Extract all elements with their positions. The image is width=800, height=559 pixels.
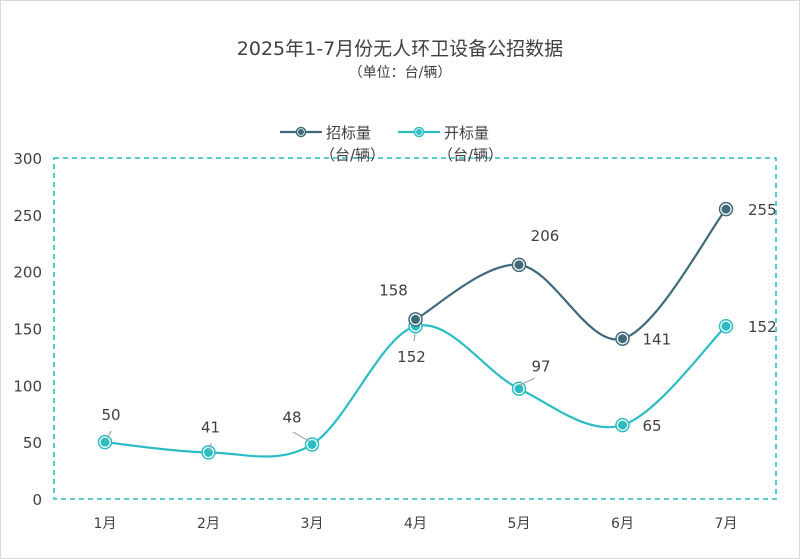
series-line-halo — [414, 207, 728, 342]
data-label-leader — [519, 377, 536, 386]
data-label: 50 — [101, 406, 120, 424]
data-point — [514, 384, 524, 394]
data-label: 48 — [282, 408, 301, 426]
chart-title: 2025年1-7月份无人环卫设备公招数据 — [236, 38, 564, 60]
x-tick-label: 5月 — [508, 516, 531, 532]
data-label-leader — [292, 431, 310, 442]
data-point — [204, 447, 213, 457]
data-label-leader — [208, 442, 212, 452]
x-tick-label: 2月 — [197, 516, 220, 532]
y-tick-label: 200 — [13, 264, 42, 282]
data-label-leader — [105, 430, 112, 442]
x-tick-label: 6月 — [611, 516, 634, 532]
data-label: 141 — [643, 331, 672, 349]
data-point — [618, 334, 627, 344]
data-label: 206 — [531, 227, 560, 245]
data-point — [618, 420, 627, 430]
y-tick-label: 300 — [13, 150, 42, 168]
legend-marker — [416, 129, 422, 135]
series-line — [104, 324, 727, 458]
x-tick-label: 1月 — [94, 516, 117, 532]
data-label: 97 — [531, 358, 550, 376]
data-point — [721, 204, 731, 214]
data-label: 255 — [748, 201, 777, 219]
x-tick-label: 7月 — [715, 516, 738, 532]
x-tick-label: 3月 — [301, 516, 324, 532]
data-label: 158 — [379, 281, 408, 299]
x-tick-label: 4月 — [404, 516, 427, 532]
data-point — [411, 314, 420, 324]
legend-label-unit: （台/辆） — [320, 146, 385, 164]
data-label: 65 — [643, 417, 662, 435]
data-point — [514, 260, 524, 270]
data-label-leader — [413, 333, 416, 342]
series-line-halo — [104, 322, 728, 460]
y-tick-label: 100 — [13, 377, 42, 395]
data-label: 152 — [748, 318, 777, 336]
data-label: 152 — [397, 348, 426, 366]
y-tick-label: 0 — [32, 491, 42, 509]
legend-marker — [298, 129, 304, 135]
y-tick-label: 50 — [23, 434, 42, 452]
legend-label-unit: （台/辆） — [438, 146, 503, 164]
y-tick-label: 250 — [13, 207, 42, 225]
plot-area-border — [53, 157, 777, 500]
series-line — [414, 208, 727, 341]
data-point — [721, 321, 731, 331]
data-point — [307, 439, 317, 449]
data-label: 41 — [201, 418, 220, 436]
chart-subtitle: （单位：台/辆） — [348, 65, 452, 81]
data-point — [100, 437, 110, 447]
legend-label: 招标量 — [326, 124, 371, 142]
y-tick-label: 150 — [13, 321, 42, 339]
legend-label: 开标量 — [444, 124, 489, 142]
